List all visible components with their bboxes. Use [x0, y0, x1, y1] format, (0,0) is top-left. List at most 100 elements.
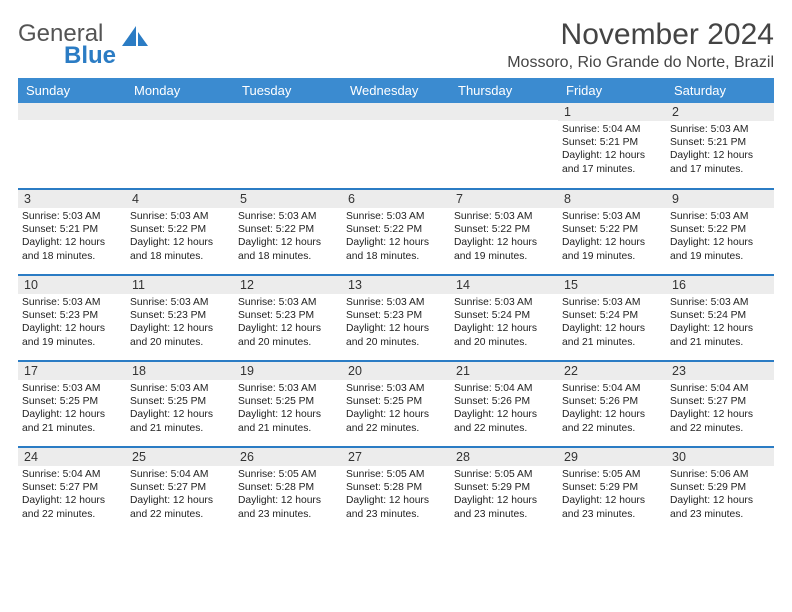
day-details: Sunrise: 5:03 AMSunset: 5:21 PMDaylight:… — [666, 121, 774, 178]
day-day1: Daylight: 12 hours — [346, 236, 446, 249]
day-details: Sunrise: 5:04 AMSunset: 5:26 PMDaylight:… — [450, 380, 558, 437]
calendar-table: Sunday Monday Tuesday Wednesday Thursday… — [18, 78, 774, 533]
day-sunset: Sunset: 5:22 PM — [562, 223, 662, 236]
day-day2: and 23 minutes. — [238, 508, 338, 521]
day-details: Sunrise: 5:04 AMSunset: 5:27 PMDaylight:… — [126, 466, 234, 523]
day-sunrise: Sunrise: 5:03 AM — [346, 382, 446, 395]
day-details: Sunrise: 5:03 AMSunset: 5:23 PMDaylight:… — [342, 294, 450, 351]
day-header: Saturday — [666, 78, 774, 103]
day-day2: and 17 minutes. — [562, 163, 662, 176]
day-sunset: Sunset: 5:22 PM — [238, 223, 338, 236]
day-sunset: Sunset: 5:29 PM — [454, 481, 554, 494]
day-details: Sunrise: 5:03 AMSunset: 5:22 PMDaylight:… — [666, 208, 774, 265]
day-sunset: Sunset: 5:21 PM — [22, 223, 122, 236]
day-details: Sunrise: 5:03 AMSunset: 5:23 PMDaylight:… — [234, 294, 342, 351]
day-day1: Daylight: 12 hours — [22, 322, 122, 335]
day-day1: Daylight: 12 hours — [238, 494, 338, 507]
day-day1: Daylight: 12 hours — [670, 408, 770, 421]
day-day1: Daylight: 12 hours — [562, 494, 662, 507]
day-number: 7 — [450, 190, 558, 208]
day-day2: and 22 minutes. — [670, 422, 770, 435]
day-day2: and 19 minutes. — [562, 250, 662, 263]
day-header-row: Sunday Monday Tuesday Wednesday Thursday… — [18, 78, 774, 103]
calendar-day-cell — [450, 103, 558, 189]
day-details: Sunrise: 5:03 AMSunset: 5:23 PMDaylight:… — [18, 294, 126, 351]
day-number: 14 — [450, 276, 558, 294]
title-block: November 2024 Mossoro, Rio Grande do Nor… — [507, 18, 774, 72]
day-sunset: Sunset: 5:23 PM — [238, 309, 338, 322]
calendar-day-cell: 20Sunrise: 5:03 AMSunset: 5:25 PMDayligh… — [342, 361, 450, 447]
day-sunrise: Sunrise: 5:03 AM — [562, 296, 662, 309]
calendar-day-cell: 1Sunrise: 5:04 AMSunset: 5:21 PMDaylight… — [558, 103, 666, 189]
calendar-day-cell — [342, 103, 450, 189]
day-sunset: Sunset: 5:25 PM — [346, 395, 446, 408]
day-sunset: Sunset: 5:25 PM — [130, 395, 230, 408]
day-day1: Daylight: 12 hours — [130, 322, 230, 335]
topbar: General Blue November 2024 Mossoro, Rio … — [18, 18, 774, 72]
day-sunrise: Sunrise: 5:03 AM — [238, 382, 338, 395]
day-details: Sunrise: 5:03 AMSunset: 5:25 PMDaylight:… — [18, 380, 126, 437]
calendar-day-cell: 28Sunrise: 5:05 AMSunset: 5:29 PMDayligh… — [450, 447, 558, 533]
day-day1: Daylight: 12 hours — [346, 408, 446, 421]
calendar-day-cell: 25Sunrise: 5:04 AMSunset: 5:27 PMDayligh… — [126, 447, 234, 533]
day-day1: Daylight: 12 hours — [238, 408, 338, 421]
day-details: Sunrise: 5:03 AMSunset: 5:24 PMDaylight:… — [558, 294, 666, 351]
day-header: Monday — [126, 78, 234, 103]
day-day1: Daylight: 12 hours — [454, 236, 554, 249]
calendar-day-cell: 15Sunrise: 5:03 AMSunset: 5:24 PMDayligh… — [558, 275, 666, 361]
day-sunrise: Sunrise: 5:05 AM — [238, 468, 338, 481]
calendar-day-cell: 5Sunrise: 5:03 AMSunset: 5:22 PMDaylight… — [234, 189, 342, 275]
day-day2: and 19 minutes. — [670, 250, 770, 263]
day-day1: Daylight: 12 hours — [454, 494, 554, 507]
day-sunset: Sunset: 5:27 PM — [22, 481, 122, 494]
day-sunset: Sunset: 5:21 PM — [562, 136, 662, 149]
calendar-day-cell: 23Sunrise: 5:04 AMSunset: 5:27 PMDayligh… — [666, 361, 774, 447]
logo-text: General Blue — [18, 22, 116, 68]
day-day1: Daylight: 12 hours — [130, 494, 230, 507]
day-day1: Daylight: 12 hours — [670, 322, 770, 335]
calendar-day-cell: 17Sunrise: 5:03 AMSunset: 5:25 PMDayligh… — [18, 361, 126, 447]
calendar-week-row: 3Sunrise: 5:03 AMSunset: 5:21 PMDaylight… — [18, 189, 774, 275]
day-sunset: Sunset: 5:25 PM — [22, 395, 122, 408]
day-details: Sunrise: 5:03 AMSunset: 5:25 PMDaylight:… — [126, 380, 234, 437]
day-sunrise: Sunrise: 5:05 AM — [454, 468, 554, 481]
day-number: 13 — [342, 276, 450, 294]
day-number: 24 — [18, 448, 126, 466]
day-sunset: Sunset: 5:24 PM — [454, 309, 554, 322]
day-sunrise: Sunrise: 5:04 AM — [670, 382, 770, 395]
calendar-day-cell: 26Sunrise: 5:05 AMSunset: 5:28 PMDayligh… — [234, 447, 342, 533]
day-day1: Daylight: 12 hours — [346, 494, 446, 507]
logo: General Blue — [18, 18, 152, 68]
day-sunset: Sunset: 5:28 PM — [238, 481, 338, 494]
day-details: Sunrise: 5:03 AMSunset: 5:22 PMDaylight:… — [450, 208, 558, 265]
day-details: Sunrise: 5:05 AMSunset: 5:29 PMDaylight:… — [558, 466, 666, 523]
day-sunrise: Sunrise: 5:06 AM — [670, 468, 770, 481]
logo-word-blue: Blue — [64, 44, 116, 68]
calendar-day-cell: 24Sunrise: 5:04 AMSunset: 5:27 PMDayligh… — [18, 447, 126, 533]
day-number: 19 — [234, 362, 342, 380]
day-day2: and 21 minutes. — [562, 336, 662, 349]
calendar-day-cell: 27Sunrise: 5:05 AMSunset: 5:28 PMDayligh… — [342, 447, 450, 533]
day-day2: and 18 minutes. — [130, 250, 230, 263]
day-sunrise: Sunrise: 5:04 AM — [22, 468, 122, 481]
day-number — [342, 103, 450, 120]
day-sunrise: Sunrise: 5:04 AM — [562, 382, 662, 395]
day-day1: Daylight: 12 hours — [670, 494, 770, 507]
calendar-day-cell: 21Sunrise: 5:04 AMSunset: 5:26 PMDayligh… — [450, 361, 558, 447]
calendar-week-row: 1Sunrise: 5:04 AMSunset: 5:21 PMDaylight… — [18, 103, 774, 189]
day-header: Tuesday — [234, 78, 342, 103]
day-day1: Daylight: 12 hours — [454, 322, 554, 335]
day-day1: Daylight: 12 hours — [562, 408, 662, 421]
calendar-day-cell — [234, 103, 342, 189]
day-day2: and 20 minutes. — [346, 336, 446, 349]
day-day2: and 21 minutes. — [130, 422, 230, 435]
day-day2: and 23 minutes. — [562, 508, 662, 521]
day-number: 11 — [126, 276, 234, 294]
day-number — [18, 103, 126, 120]
day-number: 12 — [234, 276, 342, 294]
day-sunrise: Sunrise: 5:04 AM — [130, 468, 230, 481]
day-sunset: Sunset: 5:22 PM — [130, 223, 230, 236]
day-number — [234, 103, 342, 120]
day-header: Thursday — [450, 78, 558, 103]
calendar-day-cell: 29Sunrise: 5:05 AMSunset: 5:29 PMDayligh… — [558, 447, 666, 533]
